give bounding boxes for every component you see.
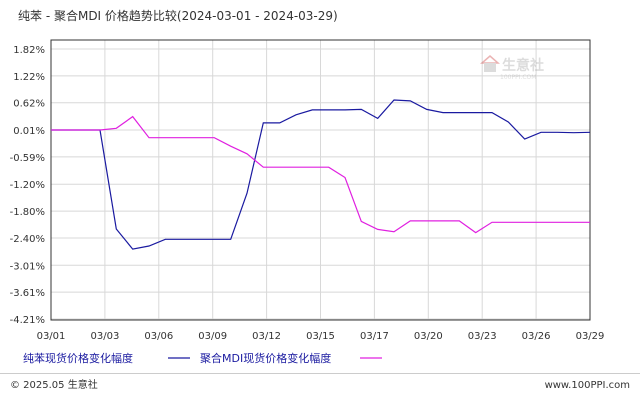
x-axis-ticks: 03/01 03/03 03/06 03/09 03/12 03/15 03/17 03/20…	[37, 331, 605, 342]
footer-site-link[interactable]: www.100PPI.com	[545, 380, 630, 391]
chart-title: 纯苯 - 聚合MDI 价格趋势比较(2024-03-01 - 2024-03-2…	[18, 8, 338, 23]
x-tick-label: 03/15	[306, 331, 335, 342]
x-tick-label: 03/26	[522, 331, 551, 342]
y-tick-label: -3.61%	[10, 288, 45, 299]
series-lines	[51, 99, 591, 250]
y-tick-label: -2.40%	[10, 234, 45, 245]
y-tick-label: 0.01%	[13, 126, 45, 137]
legend: 纯苯现货价格变化幅度 聚合MDI现货价格变化幅度	[23, 351, 382, 365]
series-line-mdi	[51, 115, 590, 234]
grid	[50, 40, 591, 320]
x-tick-label: 03/23	[468, 331, 497, 342]
house-body-icon	[484, 63, 496, 72]
x-tick-label: 03/03	[90, 331, 119, 342]
y-tick-label: -1.20%	[10, 180, 45, 191]
x-tick-label: 03/09	[198, 331, 227, 342]
x-tick-label: 03/29	[576, 331, 605, 342]
y-axis-ticks: 1.82% 1.22% 0.62% 0.01% -0.59% -1.20% -1.80% -2…	[10, 45, 45, 326]
watermark-brand: 生意社	[502, 57, 544, 74]
y-tick-label: -1.80%	[10, 207, 45, 218]
y-tick-label: 1.22%	[13, 72, 45, 83]
watermark-logo: 生意社 100PPI.COM	[480, 55, 544, 81]
house-roof-icon	[480, 55, 500, 64]
y-tick-label: -3.01%	[10, 261, 45, 272]
x-tick-label: 03/06	[144, 331, 173, 342]
legend-label-benzene: 纯苯现货价格变化幅度	[23, 351, 133, 365]
y-tick-label: -4.21%	[10, 315, 45, 326]
x-tick-label: 03/20	[414, 331, 443, 342]
y-tick-label: -0.59%	[10, 153, 45, 164]
x-tick-label: 03/12	[252, 331, 281, 342]
series-line-benzene	[51, 99, 591, 250]
y-tick-label: 1.82%	[13, 45, 45, 56]
legend-label-mdi: 聚合MDI现货价格变化幅度	[200, 351, 331, 365]
plot-frame	[50, 39, 591, 321]
x-tick-label: 03/01	[37, 331, 66, 342]
footer-copyright: © 2025.05 生意社	[10, 378, 98, 391]
y-tick-label: 0.62%	[13, 99, 45, 110]
watermark-domain: 100PPI.COM	[500, 74, 536, 81]
x-tick-label: 03/17	[360, 331, 389, 342]
